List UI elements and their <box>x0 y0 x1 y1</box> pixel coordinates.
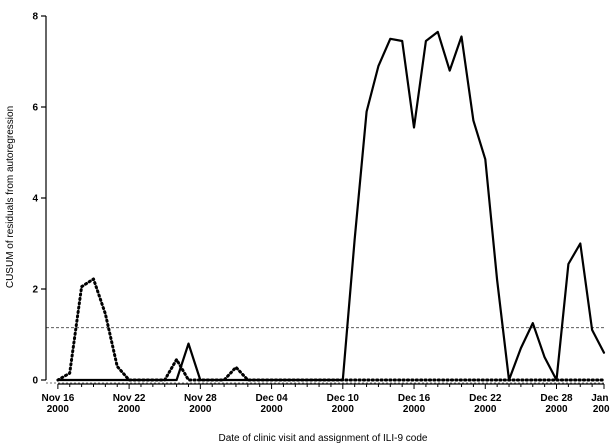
series-lines <box>56 30 606 382</box>
x-tick-label: Dec 10 <box>327 393 360 404</box>
x-tick-year: 2000 <box>545 404 568 415</box>
y-tick-label: 6 <box>32 103 38 114</box>
x-tick-label: Dec 22 <box>469 393 502 404</box>
x-tick-label: Nov 22 <box>113 393 146 404</box>
x-tick-year: 2001 <box>593 404 610 415</box>
x-tick-year: 2000 <box>47 404 70 415</box>
x-tick-year: 2000 <box>332 404 355 415</box>
y-tick-label: 4 <box>32 194 38 205</box>
x-tick-year: 2000 <box>403 404 426 415</box>
reference-lines <box>46 327 604 384</box>
x-tick-year: 2000 <box>189 404 212 415</box>
x-tick-label: Nov 16 <box>41 393 74 404</box>
y-tick-label: 0 <box>32 376 38 387</box>
dotted-series-line <box>56 277 606 382</box>
x-tick-year: 2000 <box>474 404 497 415</box>
x-tick-label: Jan 0 <box>591 393 610 404</box>
y-tick-label: 2 <box>32 285 38 296</box>
x-tick-label: Dec 04 <box>255 393 288 404</box>
solid-series-line <box>56 30 606 382</box>
x-tick-label: Nov 28 <box>184 393 217 404</box>
x-tick-year: 2000 <box>260 404 283 415</box>
y-tick-label: 8 <box>32 12 38 23</box>
x-tick-year: 2000 <box>118 404 141 415</box>
y-axis-title: CUSUM of residuals from autoregression <box>5 106 16 288</box>
x-axis-title: Date of clinic visit and assignment of I… <box>219 433 428 444</box>
x-tick-label: Dec 28 <box>540 393 573 404</box>
x-tick-label: Dec 16 <box>398 393 431 404</box>
